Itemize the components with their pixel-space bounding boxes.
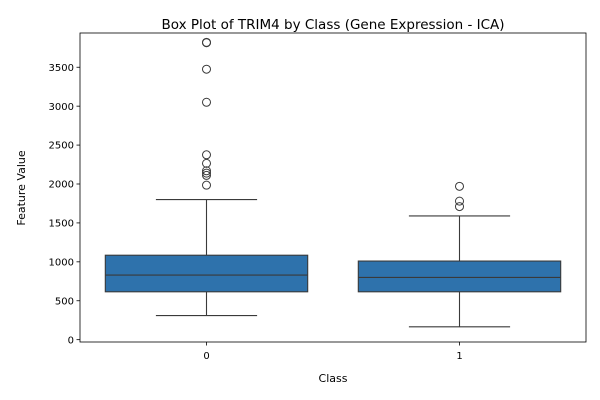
x-axis-label: Class xyxy=(319,372,348,385)
y-tick-label: 2500 xyxy=(49,141,74,152)
outlier-point xyxy=(455,181,464,191)
y-tick-label: 3500 xyxy=(49,63,74,74)
outlier-point xyxy=(202,64,211,74)
y-tick-label: 1000 xyxy=(49,257,74,268)
plot-area xyxy=(104,37,562,328)
box-iqr xyxy=(104,254,309,293)
outlier-point xyxy=(202,168,211,178)
x-tick-label: 0 xyxy=(203,351,209,362)
box-iqr xyxy=(357,260,562,293)
outlier-point xyxy=(202,38,211,48)
outlier-point xyxy=(455,196,464,206)
outlier-point xyxy=(202,97,211,107)
box-group-class-0 xyxy=(104,37,309,317)
outlier-point xyxy=(202,158,211,168)
y-tick-label: 2000 xyxy=(49,180,74,191)
outlier-point xyxy=(202,150,211,160)
outlier-point xyxy=(202,166,211,176)
y-tick-label: 0 xyxy=(68,335,74,346)
y-tick-label: 1500 xyxy=(49,219,74,230)
plot-frame xyxy=(79,32,587,343)
outlier-point xyxy=(202,170,211,180)
y-axis-label: Feature Value xyxy=(15,150,28,226)
x-tick-label: 1 xyxy=(456,351,462,362)
y-tick-label: 3000 xyxy=(49,102,74,113)
y-tick-label: 500 xyxy=(55,296,74,307)
chart-title: Box Plot of TRIM4 by Class (Gene Express… xyxy=(161,17,504,33)
outlier-point xyxy=(202,180,211,190)
outlier-point xyxy=(455,202,464,212)
box-group-class-1 xyxy=(357,181,562,328)
